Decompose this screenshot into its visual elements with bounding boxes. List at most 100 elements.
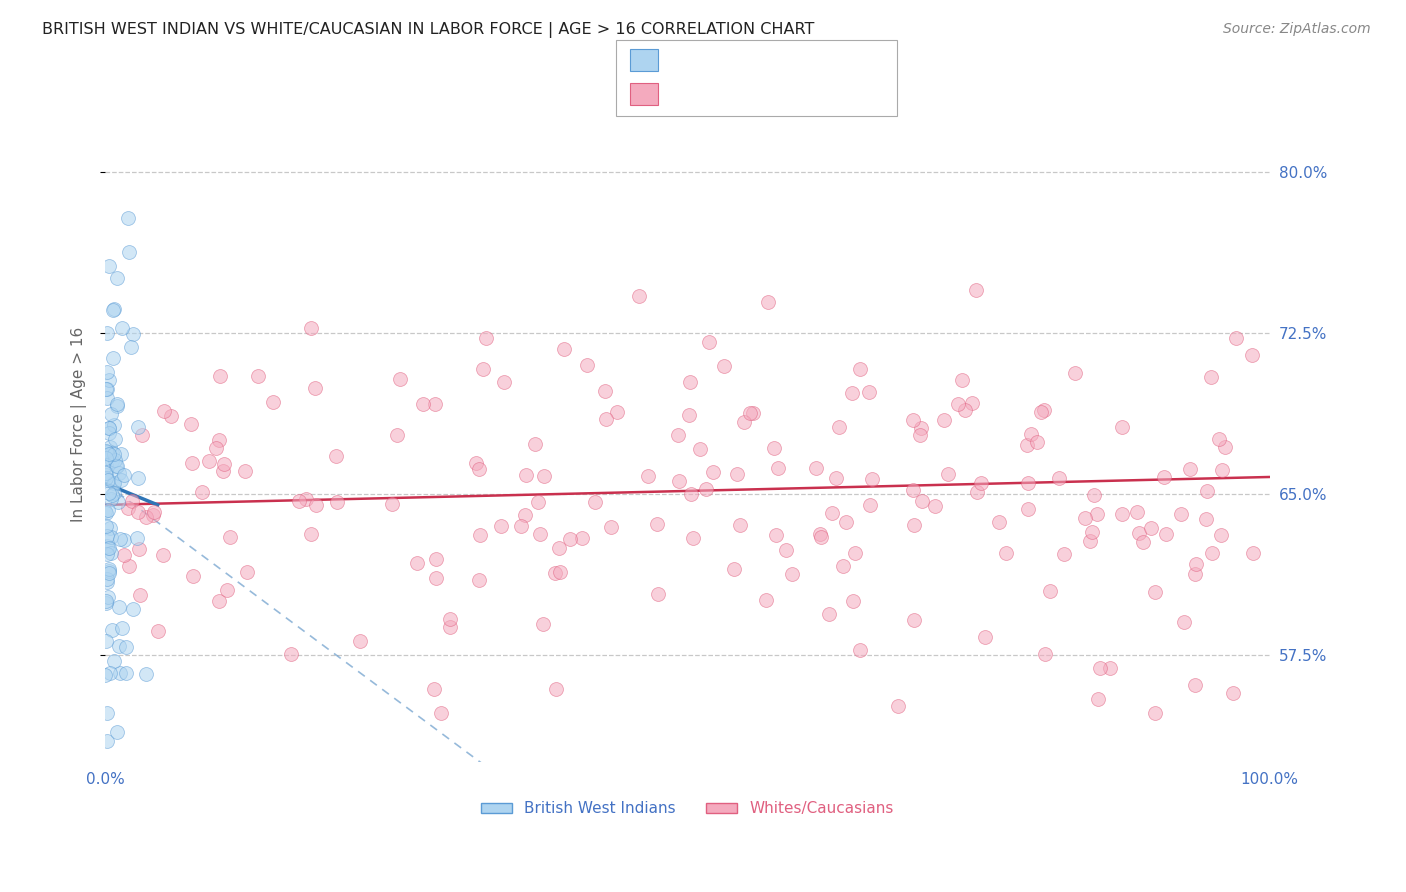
Point	[936, 467, 959, 481]
Point	[129, 588, 152, 602]
Point	[127, 471, 149, 485]
Point	[1211, 463, 1233, 477]
Point	[678, 409, 700, 423]
Point	[1140, 520, 1163, 534]
Point	[723, 562, 745, 576]
Point	[208, 433, 231, 447]
Point	[208, 368, 231, 383]
Point	[98, 420, 121, 434]
Point	[104, 453, 127, 467]
Point	[1111, 508, 1133, 522]
Point	[108, 639, 131, 653]
Point	[547, 541, 569, 555]
Point	[1208, 432, 1230, 446]
Point	[1209, 528, 1232, 542]
Point	[112, 468, 135, 483]
Point	[152, 548, 174, 562]
Point	[212, 458, 235, 472]
Point	[860, 472, 883, 486]
Point	[1029, 405, 1052, 419]
Point	[526, 494, 548, 508]
Point	[103, 417, 125, 432]
Point	[101, 454, 124, 468]
Point	[101, 446, 124, 460]
Point	[600, 520, 623, 534]
Point	[468, 461, 491, 475]
Point	[425, 571, 447, 585]
Point	[125, 531, 148, 545]
Point	[135, 509, 157, 524]
Point	[100, 407, 122, 421]
Point	[1143, 585, 1166, 599]
Point	[475, 331, 498, 345]
Point	[1039, 583, 1062, 598]
Point	[100, 546, 122, 560]
Point	[903, 518, 925, 533]
Point	[96, 445, 118, 459]
Text: 197: 197	[818, 85, 848, 103]
Point	[465, 456, 488, 470]
Point	[212, 464, 235, 478]
Point	[100, 530, 122, 544]
Point	[765, 527, 787, 541]
Point	[1033, 403, 1056, 417]
Point	[96, 444, 118, 458]
Point	[280, 647, 302, 661]
Point	[1090, 660, 1112, 674]
Point	[818, 607, 841, 621]
Point	[233, 464, 256, 478]
Point	[118, 559, 141, 574]
Point	[987, 516, 1010, 530]
Point	[439, 612, 461, 626]
Point	[122, 602, 145, 616]
Point	[135, 666, 157, 681]
Point	[96, 539, 118, 553]
Point	[217, 582, 239, 597]
Point	[849, 362, 872, 376]
Point	[299, 321, 322, 335]
Point	[1178, 462, 1201, 476]
Point	[128, 541, 150, 556]
Point	[492, 375, 515, 389]
Point	[679, 487, 702, 501]
Point	[1019, 427, 1042, 442]
Point	[666, 427, 689, 442]
Point	[94, 467, 117, 481]
Point	[763, 441, 786, 455]
Point	[841, 385, 863, 400]
Point	[668, 475, 690, 489]
Point	[1017, 476, 1039, 491]
Point	[425, 552, 447, 566]
Point	[385, 428, 408, 442]
Point	[1154, 527, 1177, 541]
Point	[1078, 533, 1101, 548]
Point	[810, 530, 832, 544]
Point	[903, 613, 925, 627]
Point	[606, 405, 628, 419]
Point	[96, 596, 118, 610]
Point	[1087, 692, 1109, 706]
Point	[208, 593, 231, 607]
Point	[468, 528, 491, 542]
Point	[103, 476, 125, 491]
Point	[859, 498, 882, 512]
Point	[405, 556, 427, 570]
Point	[108, 666, 131, 681]
Point	[94, 519, 117, 533]
Point	[808, 526, 831, 541]
Point	[100, 488, 122, 502]
Point	[108, 600, 131, 615]
Point	[1241, 546, 1264, 560]
Text: 0.063: 0.063	[713, 85, 763, 103]
Point	[236, 566, 259, 580]
Point	[96, 458, 118, 473]
Point	[994, 546, 1017, 560]
Point	[97, 485, 120, 500]
Point	[1083, 488, 1105, 502]
Point	[948, 397, 970, 411]
Point	[1026, 435, 1049, 450]
Point	[887, 699, 910, 714]
Point	[107, 495, 129, 509]
Point	[141, 508, 163, 522]
Point	[725, 467, 748, 481]
